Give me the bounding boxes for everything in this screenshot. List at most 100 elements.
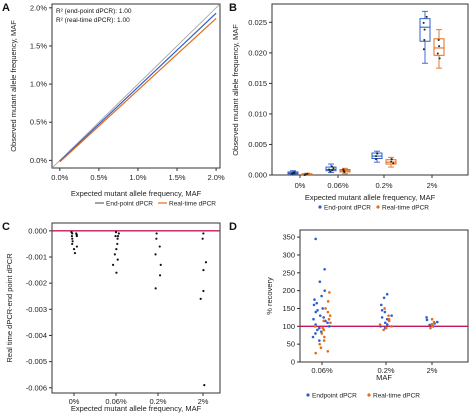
box-iqr <box>325 166 337 172</box>
panel-b-plot-area <box>271 3 469 176</box>
y-tick-label: -0.006 <box>26 383 47 392</box>
r2-realtime-annotation: R² (real-time dPCR): 1.00 <box>56 17 130 24</box>
realtime-recovery-point <box>323 335 326 339</box>
panel-a-series-group <box>59 12 217 163</box>
box-data-point <box>343 170 346 173</box>
box-data-point <box>422 21 425 24</box>
y-tick-label: -0.005 <box>26 357 47 366</box>
y-tick-label: 0.015 <box>248 79 267 88</box>
box-data-point <box>328 168 331 171</box>
panel-a-x-axis-label: Expected mutant allele frequency, MAF <box>71 189 202 198</box>
y-tick-label: 0.0% <box>30 156 47 165</box>
y-tick-label: 0.000 <box>28 226 47 235</box>
difference-point <box>202 268 205 272</box>
y-tick-label: 0.025 <box>248 18 267 27</box>
difference-point <box>199 297 202 300</box>
difference-point <box>159 263 162 266</box>
legend-realtime-marker <box>376 205 380 209</box>
box-data-point <box>422 48 425 51</box>
difference-point <box>155 237 158 240</box>
box-data-point <box>306 172 309 175</box>
y-tick-label: -0.004 <box>26 331 47 340</box>
endpoint-recovery-point <box>379 303 383 307</box>
realtime-recovery-point <box>326 310 330 314</box>
realtime-recovery-point <box>383 307 386 310</box>
box-data-point <box>303 174 306 176</box>
box-data-point <box>425 15 428 18</box>
endpoint-recovery-point <box>322 316 325 319</box>
y-tick-label: -0.002 <box>26 279 47 288</box>
endpoint-recovery-point <box>383 310 387 314</box>
endpoint-recovery-point <box>323 267 326 271</box>
realtime-recovery-point <box>319 346 323 350</box>
endpoint-recovery-point <box>320 294 323 298</box>
panel-c-y-axis-label: Real time dPCR-end point dPCR <box>5 253 14 363</box>
endpoint-recovery-point <box>318 314 322 317</box>
panel-c-y-ticks: 0.000 -0.001 -0.002 -0.003 -0.004 -0.005 -0.00… <box>26 226 52 392</box>
realtime-recovery-point <box>384 326 388 330</box>
box-data-point <box>291 172 294 175</box>
y-tick-label: -0.003 <box>26 305 47 314</box>
box-data-point <box>329 170 332 173</box>
difference-point <box>72 248 76 251</box>
difference-point <box>203 384 206 387</box>
endpoint-recovery-point <box>425 318 429 322</box>
endpoint-recovery-point <box>425 316 428 319</box>
difference-point <box>116 237 119 240</box>
panel-d-legend: Endpoint dPCR Real-time dPCR <box>306 393 420 400</box>
endpoint-recovery-point <box>380 308 384 312</box>
realtime-recovery-point <box>329 321 332 325</box>
x-tick-label: 0.06% <box>311 366 333 375</box>
realtime-recovery-point <box>387 317 391 321</box>
difference-point <box>115 248 118 251</box>
box-data-point <box>292 172 295 175</box>
realtime-recovery-point <box>390 325 393 328</box>
panel-a-y-axis-label: Observed mutant allele frequency, MAF <box>9 20 18 152</box>
legend-endpoint-label: End-point dPCR <box>106 201 153 208</box>
x-tick-label: 2% <box>427 366 438 375</box>
panel-a-y-ticks: 0.0% 0.5% 1.0% 1.5% 2.0% <box>30 3 52 165</box>
panel-a: A R² (end-point dPCR): 1.00 R² (real-tim… <box>2 2 225 208</box>
difference-point <box>111 263 115 266</box>
realtime-recovery-point <box>318 342 321 346</box>
legend-realtime-label: Real-time dPCR <box>382 205 429 212</box>
difference-point <box>73 251 77 255</box>
box-data-point <box>423 28 426 31</box>
realtime-recovery-point <box>430 317 434 321</box>
difference-point <box>71 237 74 240</box>
endpoint-recovery-point <box>315 301 319 305</box>
y-tick-label: 250 <box>282 268 295 277</box>
difference-point <box>75 234 78 238</box>
y-tick-label: 0.005 <box>248 140 267 149</box>
y-tick-label: 200 <box>282 286 295 295</box>
difference-point <box>154 253 157 256</box>
endpoint-recovery-point <box>313 298 316 301</box>
endpoint-recovery-point <box>312 303 316 307</box>
panel-b-y-ticks: 0.000 0.005 0.010 0.015 0.020 0.025 <box>248 18 272 180</box>
difference-point <box>158 274 162 277</box>
identity-line <box>51 3 221 169</box>
x-tick-label: 2% <box>427 181 438 190</box>
realtime-recovery-point <box>326 300 330 303</box>
x-tick-label: 0.2% <box>149 397 166 406</box>
endpoint-recovery-point <box>318 326 321 330</box>
realtime-recovery-point <box>387 319 391 323</box>
y-tick-label: -0.001 <box>26 253 47 262</box>
legend-realtime-label: Real-time dPCR <box>169 201 216 208</box>
box-data-point <box>392 162 395 165</box>
x-tick-label: 0.06% <box>105 397 127 406</box>
endpoint-recovery-point <box>316 328 319 332</box>
realtime-recovery-point <box>387 314 390 317</box>
difference-point <box>117 232 120 235</box>
endpoint-recovery-point <box>390 314 393 317</box>
box-data-point <box>332 167 335 170</box>
endpoint-recovery-point <box>385 323 389 326</box>
endpoint-recovery-point <box>314 310 318 314</box>
box-data-point <box>390 160 393 163</box>
difference-point <box>202 289 205 293</box>
legend-endpoint-marker <box>318 205 322 209</box>
box-data-point <box>438 57 441 60</box>
panel-a-x-ticks: 0.0% 0.5% 1.0% 1.5% 2.0% <box>51 168 225 182</box>
difference-point <box>70 234 74 238</box>
